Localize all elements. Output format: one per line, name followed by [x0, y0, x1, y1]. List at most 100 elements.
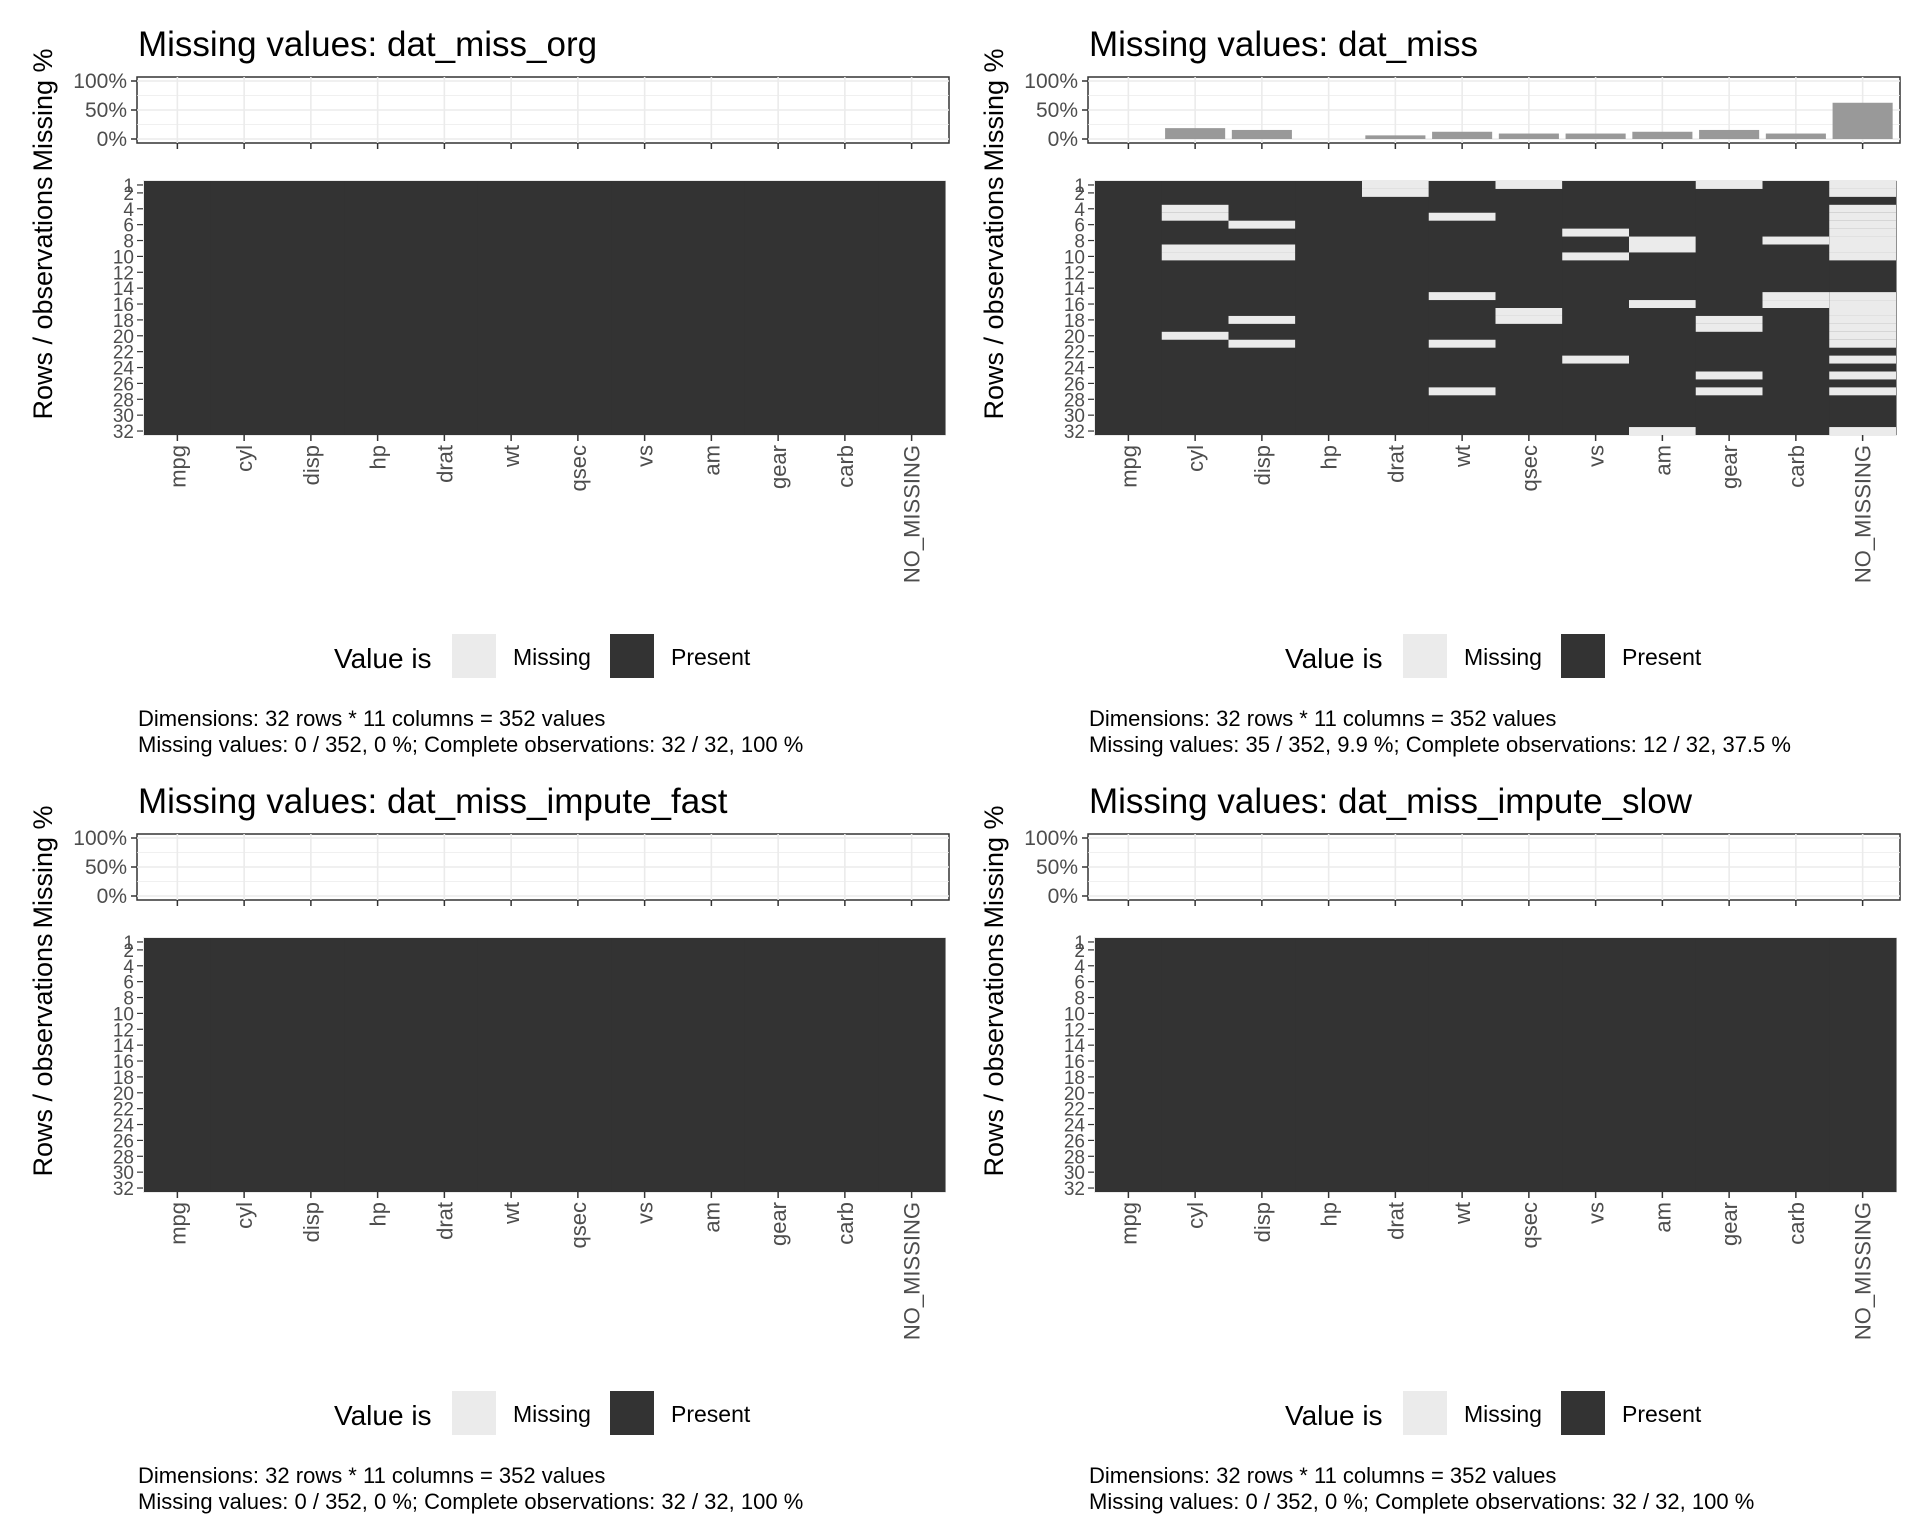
heatmap-missing-cell-NO_MISSING-row-25 — [1829, 371, 1896, 380]
missing-pct-bar-drat — [1365, 135, 1426, 139]
missing-pct-tick-label: 50% — [1036, 856, 1078, 879]
legend-label-present: Present — [1622, 644, 1702, 670]
heatmap-missing-cell-vs-row-23 — [1562, 355, 1629, 364]
row-tick-label: 16 — [1064, 295, 1085, 316]
column-label-vs: vs — [1584, 1202, 1609, 1224]
row-tick-label: 2 — [123, 941, 134, 962]
row-tick-label: 12 — [1064, 263, 1085, 284]
row-tick-label: 16 — [1064, 1052, 1085, 1073]
row-tick-label: 6 — [123, 973, 134, 994]
column-label-cyl: cyl — [232, 1202, 257, 1229]
heatmap-missing-cell-gear-row-27 — [1695, 387, 1763, 396]
caption-missing-summary: Missing values: 35 / 352, 9.9 %; Complet… — [1089, 732, 1791, 757]
heatmap-missing-cell-vs-row-7 — [1562, 228, 1629, 237]
row-tick-label: 24 — [1064, 1116, 1086, 1137]
legend-swatch-missing — [1403, 634, 1447, 678]
row-tick-label: 8 — [123, 232, 134, 253]
panel-title: Missing values: dat_miss_impute_fast — [138, 782, 728, 821]
row-tick-label: 20 — [113, 327, 134, 348]
caption-missing-summary: Missing values: 0 / 352, 0 %; Complete o… — [138, 1489, 803, 1514]
column-label-disp: disp — [1250, 1202, 1275, 1242]
row-tick-label: 30 — [113, 1163, 134, 1184]
row-tick-label: 4 — [123, 957, 134, 978]
column-label-cyl: cyl — [1183, 445, 1208, 472]
column-label-disp: disp — [1250, 445, 1275, 485]
heatmap-axis-title: Rows / observations — [28, 176, 58, 419]
row-tick-label: 16 — [113, 295, 134, 316]
legend-label-missing: Missing — [513, 644, 591, 670]
heatmap-missing-cell-NO_MISSING-row-8 — [1829, 236, 1896, 245]
legend-swatch-missing — [1403, 1391, 1447, 1435]
legend-swatch-present — [1561, 634, 1605, 678]
heatmap-missing-cell-wt-row-27 — [1428, 387, 1496, 396]
missing-pct-tick-label: 0% — [1048, 128, 1078, 151]
row-tick-label: 6 — [1074, 973, 1085, 994]
panel-4: Missing values: dat_miss_impute_slow 0% 50… — [979, 782, 1901, 1514]
row-tick-label: 24 — [113, 359, 135, 380]
heatmap-missing-cell-cyl-row-5 — [1161, 212, 1229, 221]
row-tick-label: 12 — [113, 1020, 134, 1041]
heatmap-missing-cell-NO_MISSING-row-15 — [1829, 292, 1896, 301]
row-tick-label: 30 — [113, 406, 134, 427]
missing-pct-tick-label: 0% — [97, 128, 127, 151]
caption-dimensions: Dimensions: 32 rows * 11 columns = 352 v… — [1089, 706, 1556, 731]
column-label-gear: gear — [766, 1202, 791, 1246]
heatmap-column-disp — [1228, 938, 1296, 1192]
heatmap-column-carb — [1762, 938, 1830, 1192]
missing-pct-axis-title: Missing % — [28, 805, 58, 928]
row-tick-label: 18 — [113, 1068, 134, 1089]
legend-swatch-present — [610, 1391, 654, 1435]
column-label-mpg: mpg — [165, 445, 190, 488]
heatmap-missing-cell-vs-row-10 — [1562, 252, 1629, 261]
heatmap-missing-cell-am-row-9 — [1629, 244, 1696, 253]
column-label-gear: gear — [1717, 1202, 1742, 1246]
heatmap-missing-cell-NO_MISSING-row-2 — [1829, 188, 1896, 197]
missing-pct-bar-vs — [1565, 133, 1626, 139]
caption-dimensions: Dimensions: 32 rows * 11 columns = 352 v… — [138, 706, 605, 731]
row-tick-label: 26 — [113, 374, 134, 395]
column-label-wt: wt — [499, 445, 524, 468]
row-tick-label: 14 — [113, 279, 135, 300]
heatmap-missing-cell-am-row-32 — [1629, 427, 1696, 435]
row-tick-label: 18 — [1064, 1068, 1085, 1089]
panel-3: Missing values: dat_miss_impute_fast 0% 50… — [28, 782, 950, 1514]
caption-missing-summary: Missing values: 0 / 352, 0 %; Complete o… — [138, 732, 803, 757]
column-label-NO_MISSING: NO_MISSING — [900, 1202, 925, 1340]
row-tick-label: 18 — [113, 311, 134, 332]
missing-pct-tick-label: 0% — [97, 885, 127, 908]
heatmap-column-qsec — [544, 181, 612, 435]
heatmap-column-gear — [1695, 938, 1763, 1192]
heatmap-column-am — [678, 181, 746, 435]
heatmap-column-disp — [1228, 181, 1296, 435]
row-tick-label: 12 — [1064, 1020, 1085, 1041]
heatmap-axis-title: Rows / observations — [979, 933, 1009, 1176]
heatmap-column-hp — [1295, 181, 1363, 435]
row-tick-label: 2 — [1074, 941, 1085, 962]
row-tick-label: 30 — [1064, 1163, 1085, 1184]
column-label-am: am — [1650, 445, 1675, 476]
missing-pct-tick-label: 50% — [1036, 99, 1078, 122]
row-tick-label: 10 — [1064, 1004, 1085, 1025]
row-tick-label: 1 — [1074, 176, 1085, 197]
row-tick-label: 4 — [1074, 957, 1085, 978]
heatmap-missing-cell-NO_MISSING-row-16 — [1829, 300, 1896, 308]
row-tick-label: 26 — [1064, 374, 1085, 395]
heatmap-missing-cell-NO_MISSING-row-23 — [1829, 355, 1896, 364]
heatmap-missing-cell-cyl-row-4 — [1161, 204, 1229, 213]
missing-pct-tick-label: 100% — [73, 70, 127, 93]
missing-pct-bar-disp — [1231, 129, 1292, 139]
legend-label-missing: Missing — [513, 1401, 591, 1427]
missing-pct-bar-carb — [1765, 133, 1826, 139]
missing-pct-axis-title: Missing % — [28, 48, 58, 171]
missing-pct-bar-NO_MISSING — [1832, 102, 1893, 139]
panel-title: Missing values: dat_miss_impute_slow — [1089, 782, 1693, 821]
heatmap-missing-cell-NO_MISSING-row-20 — [1829, 331, 1896, 340]
row-tick-label: 24 — [1064, 359, 1086, 380]
heatmap-column-mpg — [1095, 938, 1163, 1192]
row-tick-label: 26 — [113, 1131, 134, 1152]
heatmap-column-drat — [1362, 938, 1430, 1192]
missing-pct-bar-wt — [1432, 131, 1493, 139]
heatmap-column-hp — [1295, 938, 1363, 1192]
legend-label-present: Present — [671, 1401, 751, 1427]
legend-label-missing: Missing — [1464, 644, 1542, 670]
